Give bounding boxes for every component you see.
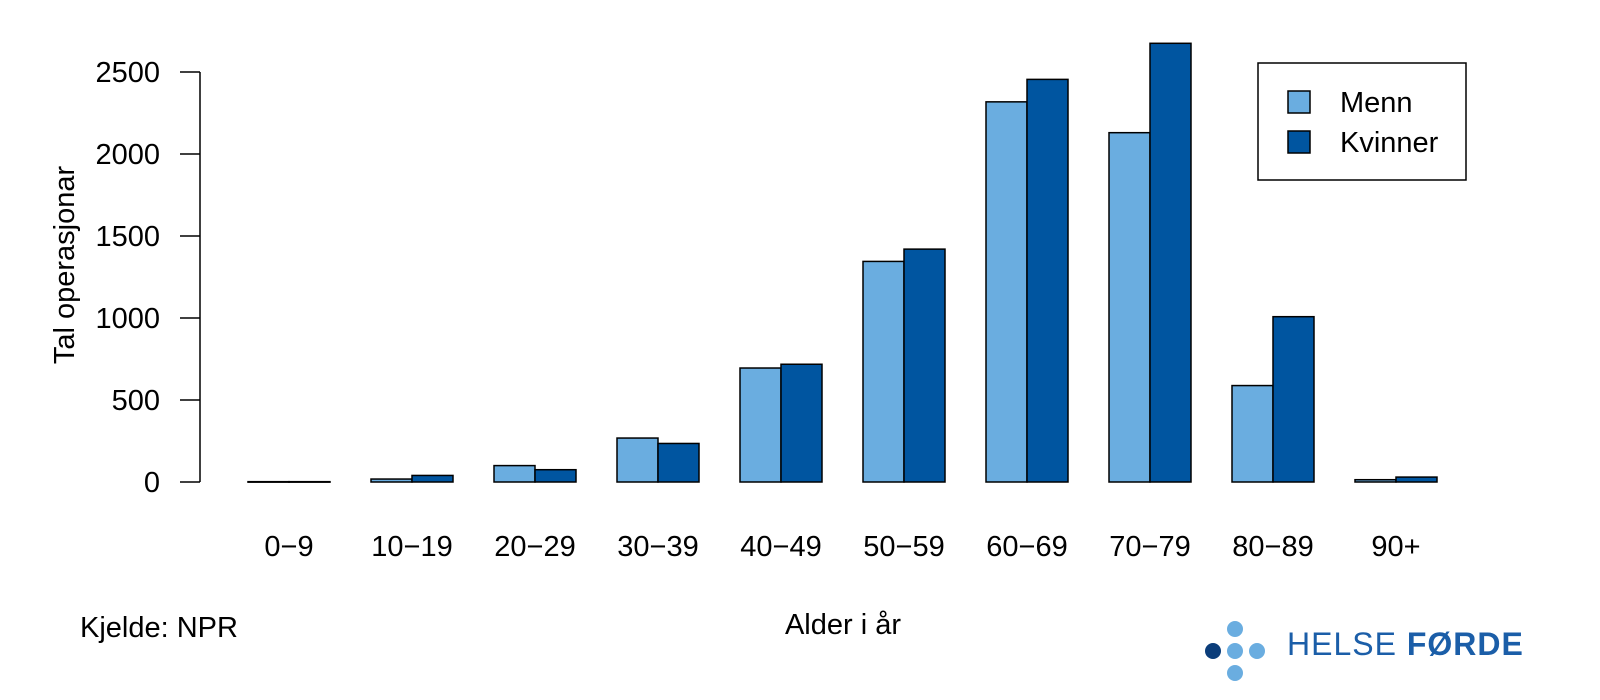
- bar-menn: [1231, 384, 1274, 483]
- bar-kvinner: [1395, 476, 1438, 483]
- x-tick-label: 50−59: [863, 531, 944, 563]
- bar-menn: [1354, 478, 1397, 483]
- y-tick-label: 0: [144, 467, 160, 499]
- logo-dot-icon: [1205, 643, 1221, 659]
- bar-menn: [862, 260, 905, 483]
- bar-kvinner: [411, 474, 454, 483]
- legend-swatch-menn: [1287, 90, 1311, 114]
- bar-kvinner: [1026, 78, 1069, 483]
- y-axis-title: Tal operasjonar: [49, 166, 81, 365]
- bar-menn: [1108, 131, 1151, 483]
- x-tick-label: 20−29: [494, 531, 575, 563]
- legend: Menn Kvinner: [1257, 62, 1467, 181]
- legend-box: [1257, 62, 1467, 181]
- x-tick-label: 0−9: [264, 531, 313, 563]
- logo-wordmark: HELSE FØRDE: [1287, 626, 1524, 662]
- y-axis: 0 500 1000 1500 2000 2500: [95, 57, 201, 499]
- bar-kvinner: [657, 442, 700, 483]
- legend-swatch-kvinner: [1287, 130, 1311, 154]
- logo-dot-icon: [1249, 643, 1265, 659]
- bar-menn: [739, 367, 782, 483]
- bar-kvinner: [1149, 42, 1192, 483]
- bar-kvinner: [534, 468, 577, 483]
- y-tick-label: 2000: [95, 139, 160, 171]
- x-tick-label: 90+: [1371, 531, 1420, 563]
- bar-menn: [616, 437, 659, 483]
- x-axis-labels: 0−9 10−19 20−29 30−39 40−49 50−59 60−69 70−79 80…: [264, 531, 1420, 563]
- logo-dot-icon: [1227, 643, 1243, 659]
- x-tick-label: 10−19: [371, 531, 452, 563]
- y-tick-label: 500: [112, 385, 160, 417]
- x-tick-label: 30−39: [617, 531, 698, 563]
- source-note: Kjelde: NPR: [80, 612, 238, 644]
- x-axis-title: Alder i år: [785, 609, 901, 641]
- bar-menn: [985, 101, 1028, 483]
- y-tick-label: 1500: [95, 221, 160, 253]
- bar-menn: [493, 464, 536, 483]
- x-tick-label: 70−79: [1109, 531, 1190, 563]
- bar-kvinner: [903, 248, 946, 483]
- logo-dot-icon: [1227, 621, 1243, 637]
- bar-kvinner: [288, 480, 331, 483]
- y-tick-label: 2500: [95, 57, 160, 89]
- legend-label-menn: Menn: [1340, 87, 1413, 119]
- x-tick-label: 60−69: [986, 531, 1067, 563]
- bars: [247, 42, 1438, 483]
- y-tick-label: 1000: [95, 303, 160, 335]
- legend-label-kvinner: Kvinner: [1340, 127, 1439, 159]
- bar-kvinner: [1272, 315, 1315, 483]
- bar-kvinner: [780, 363, 823, 483]
- bar-menn: [247, 480, 290, 483]
- x-tick-label: 40−49: [740, 531, 821, 563]
- logo-dot-icon: [1227, 665, 1243, 681]
- x-tick-label: 80−89: [1232, 531, 1313, 563]
- bar-menn: [370, 478, 413, 483]
